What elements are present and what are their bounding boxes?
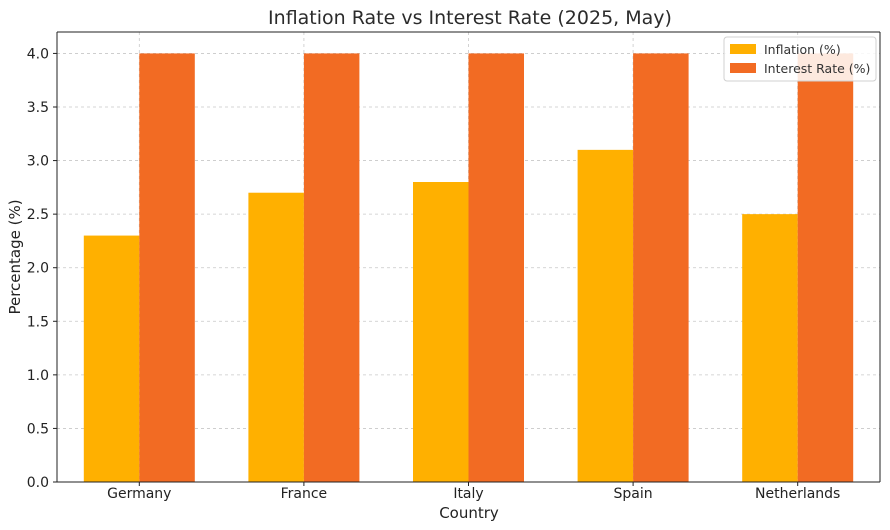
bar-interest-rate-netherlands xyxy=(797,53,854,483)
y-tick-label: 3.0 xyxy=(27,154,49,170)
bar-interest-rate-germany xyxy=(139,53,195,483)
y-tick-label: 0.5 xyxy=(27,421,49,437)
bar-interest-rate-spain xyxy=(633,53,689,483)
bar-inflation-italy xyxy=(413,182,469,482)
ticks-layer: 0.0 0.5 1.0 1.5 2.0 2.5 3.0 3.5 4.0 Germany France… xyxy=(27,46,841,502)
bars-layer xyxy=(83,53,854,483)
y-tick-label: 1.0 xyxy=(27,368,49,384)
x-tick-label: France xyxy=(281,486,328,502)
y-tick-label: 2.0 xyxy=(27,261,49,277)
x-tick-label: Germany xyxy=(107,486,171,502)
bar-inflation-netherlands xyxy=(742,214,798,482)
x-tick-label: Italy xyxy=(453,486,483,502)
bar-inflation-germany xyxy=(83,235,140,482)
x-axis-label: Country xyxy=(439,504,499,522)
x-tick-label: Netherlands xyxy=(755,486,840,502)
y-tick-label: 0.0 xyxy=(27,475,49,491)
y-tick-label: 3.5 xyxy=(27,100,49,116)
chart-title: Inflation Rate vs Interest Rate (2025, M… xyxy=(268,7,672,29)
legend-label-interest-rate: Interest Rate (%) xyxy=(764,61,870,76)
legend-swatch-interest-rate xyxy=(730,63,756,73)
legend: Inflation (%) Interest Rate (%) xyxy=(723,36,877,82)
bar-interest-rate-italy xyxy=(468,53,524,483)
bar-inflation-spain xyxy=(577,149,634,482)
y-axis-label: Percentage (%) xyxy=(6,199,24,314)
legend-box xyxy=(723,36,877,82)
y-tick-label: 2.5 xyxy=(27,207,49,223)
legend-label-inflation: Inflation (%) xyxy=(764,42,841,57)
x-tick-label: Spain xyxy=(614,486,653,502)
y-tick-label: 4.0 xyxy=(27,46,49,62)
bar-interest-rate-france xyxy=(303,53,360,483)
bar-inflation-france xyxy=(248,192,304,482)
legend-swatch-inflation xyxy=(730,44,756,54)
y-tick-label: 1.5 xyxy=(27,314,49,330)
